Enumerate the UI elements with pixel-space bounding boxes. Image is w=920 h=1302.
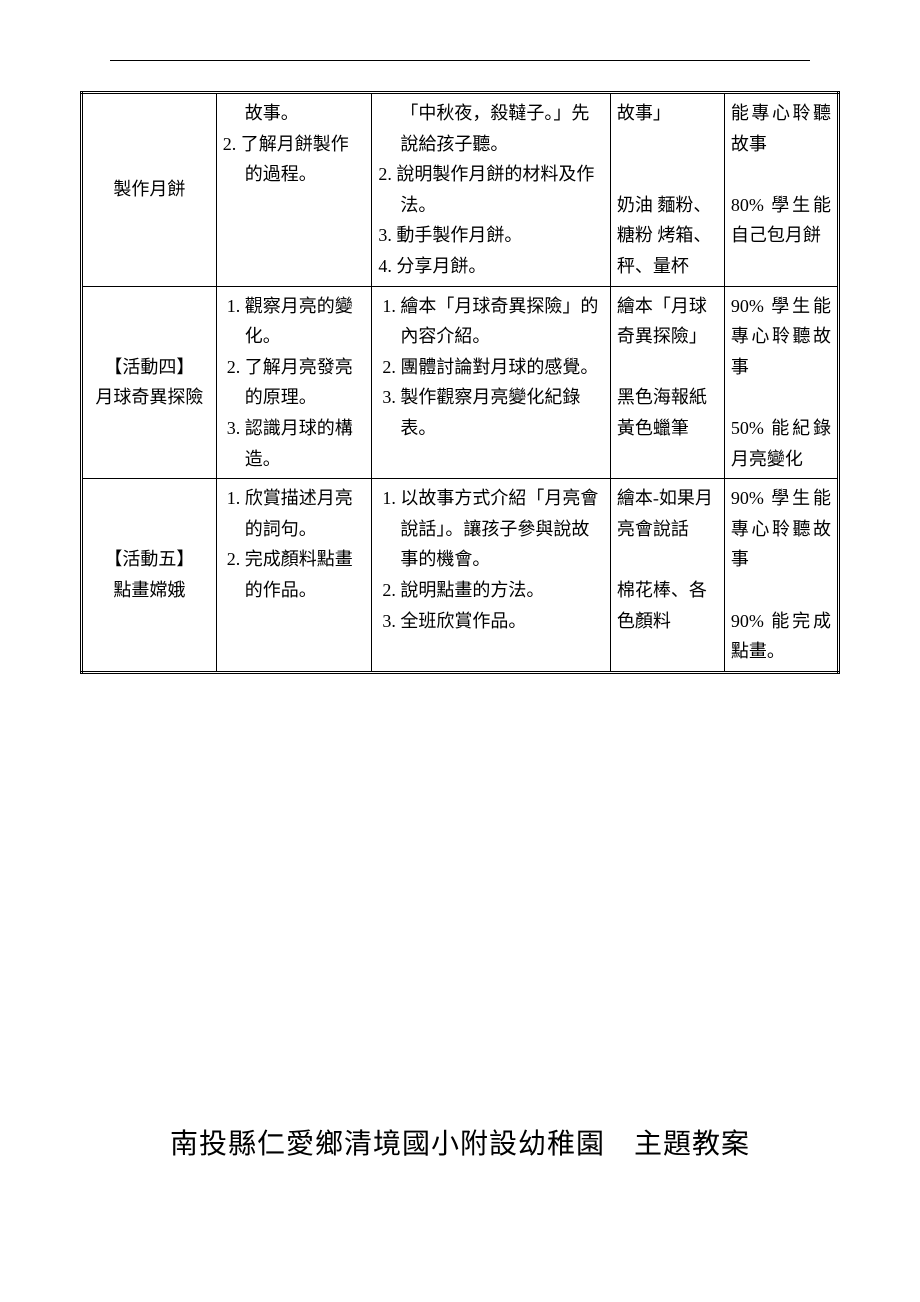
list-item: 團體討論對月球的感覺。 (400, 352, 604, 383)
assessment-line: 90% 學生能專心聆聽故事 (731, 291, 831, 383)
materials-spacer (617, 544, 718, 575)
assessment-line: 50% 能紀錄月亮變化 (731, 413, 831, 474)
activity-name: 製作月餅 (113, 179, 185, 199)
assessment-spacer (731, 382, 831, 413)
list-item: 認識月球的構造。 (245, 413, 366, 474)
activity-name: 【活動四】月球奇異探險 (95, 357, 203, 408)
table-row: 【活動四】月球奇異探險 觀察月亮的變化。 了解月亮發亮的原理。 認識月球的構造。… (82, 286, 839, 479)
activity-text-line: 3. 動手製作月餅。 (378, 220, 604, 251)
assessment-line: 90% 學生能專心聆聽故事 (731, 483, 831, 575)
assessment-content: 90% 學生能專心聆聽故事 50% 能紀錄月亮變化 (731, 291, 831, 475)
assessment-cell: 90% 學生能專心聆聽故事 90% 能完成點畫。 (724, 479, 838, 673)
goals-list: 觀察月亮的變化。 了解月亮發亮的原理。 認識月球的構造。 (223, 291, 366, 475)
activity-cell: 製作月餅 (82, 93, 217, 287)
activity-text-line: 2. 說明製作月餅的材料及作法。 (378, 159, 604, 220)
goals-list: 欣賞描述月亮的詞句。 完成顏料點畫的作品。 (223, 483, 366, 605)
materials-cell: 繪本「月球奇異探險」 黑色海報紙 黃色蠟筆 (610, 286, 724, 479)
list-item: 繪本「月球奇異探險」的內容介紹。 (400, 291, 604, 352)
assessment-spacer (731, 159, 831, 190)
activities-list: 以故事方式介紹「月亮會說話」。讓孩子參與說故事的機會。 說明點畫的方法。 全班欣… (378, 483, 604, 636)
table-row: 製作月餅 故事。 2. 了解月餅製作的過程。 「中秋夜，殺韃子。」先說給孩子聽。… (82, 93, 839, 287)
assessment-cell: 90% 學生能專心聆聽故事 50% 能紀錄月亮變化 (724, 286, 838, 479)
materials-line: 黑色海報紙 (617, 382, 718, 413)
list-item: 了解月亮發亮的原理。 (245, 352, 366, 413)
materials-line: 棉花棒、各色顏料 (617, 575, 718, 636)
assessment-line: 80% 學生能自己包月餅 (731, 190, 831, 251)
activity-cell: 【活動四】月球奇異探險 (82, 286, 217, 479)
assessment-cell: 能專心聆聽故事 80% 學生能自己包月餅 (724, 93, 838, 287)
assessment-content: 90% 學生能專心聆聽故事 90% 能完成點畫。 (731, 483, 831, 667)
materials-content: 繪本「月球奇異探險」 黑色海報紙 黃色蠟筆 (617, 291, 718, 444)
goals-cell: 欣賞描述月亮的詞句。 完成顏料點畫的作品。 (216, 479, 372, 673)
activities-cell: 以故事方式介紹「月亮會說話」。讓孩子參與說故事的機會。 說明點畫的方法。 全班欣… (372, 479, 611, 673)
activity-text-line: 4. 分享月餅。 (378, 251, 604, 282)
assessment-content: 能專心聆聽故事 80% 學生能自己包月餅 (731, 98, 831, 251)
list-item: 欣賞描述月亮的詞句。 (245, 483, 366, 544)
activities-list: 繪本「月球奇異探險」的內容介紹。 團體討論對月球的感覺。 製作觀察月亮變化紀錄表… (378, 291, 604, 444)
list-item: 以故事方式介紹「月亮會說話」。讓孩子參與說故事的機會。 (400, 483, 604, 575)
materials-cell: 繪本-如果月亮會說話 棉花棒、各色顏料 (610, 479, 724, 673)
materials-content: 繪本-如果月亮會說話 棉花棒、各色顏料 (617, 483, 718, 636)
goals-content: 故事。 2. 了解月餅製作的過程。 (223, 98, 366, 190)
materials-line: 繪本「月球奇異探險」 (617, 291, 718, 352)
goals-cell: 觀察月亮的變化。 了解月亮發亮的原理。 認識月球的構造。 (216, 286, 372, 479)
assessment-spacer (731, 575, 831, 606)
activities-content: 「中秋夜，殺韃子。」先說給孩子聽。 2. 說明製作月餅的材料及作法。 3. 動手… (378, 98, 604, 282)
goals-text-line: 故事。 (223, 98, 366, 129)
table-row: 【活動五】點畫嫦娥 欣賞描述月亮的詞句。 完成顏料點畫的作品。 以故事方式介紹「… (82, 479, 839, 673)
goals-cell: 故事。 2. 了解月餅製作的過程。 (216, 93, 372, 287)
lesson-plan-table: 製作月餅 故事。 2. 了解月餅製作的過程。 「中秋夜，殺韃子。」先說給孩子聽。… (80, 91, 840, 674)
materials-spacer (617, 159, 718, 190)
page-title: 南投縣仁愛鄉清境國小附設幼稚園 主題教案 (0, 1122, 920, 1162)
materials-cell: 故事」 奶油 麵粉、糖粉 烤箱、秤、量杯 (610, 93, 724, 287)
materials-line: 奶油 麵粉、糖粉 烤箱、秤、量杯 (617, 190, 718, 282)
materials-spacer (617, 129, 718, 160)
assessment-line: 90% 能完成點畫。 (731, 606, 831, 667)
activity-text-line: 「中秋夜，殺韃子。」先說給孩子聽。 (378, 98, 604, 159)
activity-cell: 【活動五】點畫嫦娥 (82, 479, 217, 673)
header-rule (110, 60, 810, 61)
materials-content: 故事」 奶油 麵粉、糖粉 烤箱、秤、量杯 (617, 98, 718, 282)
goals-text-line: 2. 了解月餅製作的過程。 (223, 129, 366, 190)
list-item: 說明點畫的方法。 (400, 575, 604, 606)
list-item: 觀察月亮的變化。 (245, 291, 366, 352)
list-item: 完成顏料點畫的作品。 (245, 544, 366, 605)
activity-name: 【活動五】點畫嫦娥 (104, 549, 194, 600)
materials-spacer (617, 352, 718, 383)
list-item: 全班欣賞作品。 (400, 606, 604, 637)
activities-cell: 繪本「月球奇異探險」的內容介紹。 團體討論對月球的感覺。 製作觀察月亮變化紀錄表… (372, 286, 611, 479)
materials-line: 黃色蠟筆 (617, 413, 718, 444)
list-item: 製作觀察月亮變化紀錄表。 (400, 382, 604, 443)
activities-cell: 「中秋夜，殺韃子。」先說給孩子聽。 2. 說明製作月餅的材料及作法。 3. 動手… (372, 93, 611, 287)
materials-line: 故事」 (617, 98, 718, 129)
materials-line: 繪本-如果月亮會說話 (617, 483, 718, 544)
assessment-line: 能專心聆聽故事 (731, 98, 831, 159)
